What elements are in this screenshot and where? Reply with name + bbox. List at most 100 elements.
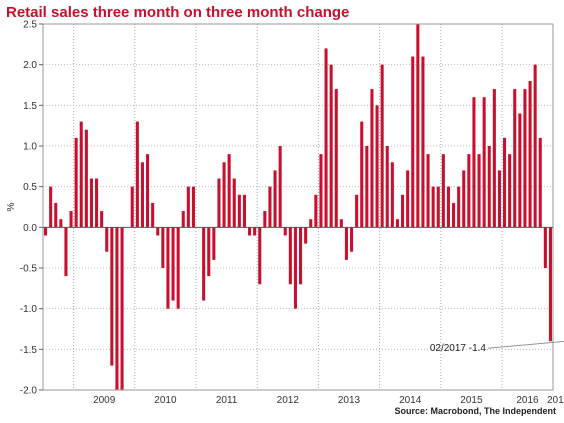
bar [487,146,491,228]
bar [523,89,527,228]
bar [140,162,144,228]
axes: -2.0 -1.5 -1.0 -0.5 0.0 0.5 1.0 1.5 2.0 2.5% 2009 2… [6,20,564,407]
bar [344,227,348,260]
bar [69,211,73,228]
x-tick-label: 2013 [338,395,361,406]
y-tick-label: 2.5 [23,20,37,31]
bar [324,48,328,228]
bar [411,56,415,228]
bar [462,170,466,228]
bar [492,89,496,228]
plot-frame [42,23,554,391]
annotation: 02/2017 -1.4 [430,341,564,354]
bar [237,194,241,228]
bar [543,227,547,268]
bar [339,219,343,228]
bar [446,186,450,228]
y-tick-label: 1.5 [23,101,37,112]
bar [472,97,476,228]
bar [156,227,160,236]
x-tick-label: 2016 [516,395,539,406]
x-tick-label: 2010 [154,395,177,406]
bar [146,154,150,228]
bar [528,80,532,228]
y-tick-label: -1.5 [20,345,38,356]
bar [64,227,68,277]
bar [202,227,206,301]
bar [105,227,109,252]
bar [299,227,303,285]
bar [533,64,537,228]
bar [365,146,369,228]
bar [263,211,267,228]
bar [242,194,246,228]
bar [477,154,481,228]
bar [130,186,134,228]
bar [508,154,512,228]
bar [258,227,262,285]
chart-title: Retail sales three month on three month … [6,4,350,21]
bar [268,186,272,228]
bar [79,121,83,228]
x-tick-label: 2012 [277,395,300,406]
y-axis-label: % [6,202,17,211]
bar [538,137,542,228]
bar [89,178,93,228]
bar [482,97,486,228]
bar [161,227,165,268]
bar [452,202,456,228]
y-tick-label: 1.0 [23,142,37,153]
bar [186,186,190,228]
bar [59,219,63,228]
x-tick-label: 2011 [216,395,238,406]
annotation-leader [487,341,564,349]
source-note: Source: Macrobond, The Independent [394,406,556,416]
y-tick-label: 2.0 [23,60,37,71]
bar [115,227,119,390]
bar [253,227,257,236]
bar [135,121,139,228]
bar [441,154,445,228]
bar [503,137,507,228]
bar [548,227,552,342]
bars [44,24,552,390]
bar [120,227,124,390]
bar [232,178,236,228]
bar [467,154,471,228]
bar [95,178,99,228]
bar [350,227,354,252]
bar [49,186,53,228]
bar [304,227,308,244]
grid [43,23,553,391]
bar [212,227,216,260]
bar [191,186,195,228]
bar [421,56,425,228]
bar [283,227,287,236]
bar [176,227,180,309]
bar [426,154,430,228]
bar [416,24,420,228]
bar [227,154,231,228]
bar [100,211,104,228]
annotation-label: 02/2017 -1.4 [430,343,487,354]
bar [222,162,226,228]
bar [54,202,58,228]
bar [293,227,297,309]
y-tick-label: 0.0 [23,223,37,234]
bar [207,227,211,277]
bar [370,89,374,228]
bar [288,227,292,285]
bar [151,202,155,228]
bar [518,113,522,228]
bar [329,64,333,228]
bar [166,227,170,309]
y-tick-label: -2.0 [20,386,38,397]
bar [84,129,88,228]
x-tick-label: 2009 [93,395,116,406]
bar [497,170,501,228]
bar [431,186,435,228]
bar [314,194,318,228]
bar [401,194,405,228]
bar [375,105,379,228]
